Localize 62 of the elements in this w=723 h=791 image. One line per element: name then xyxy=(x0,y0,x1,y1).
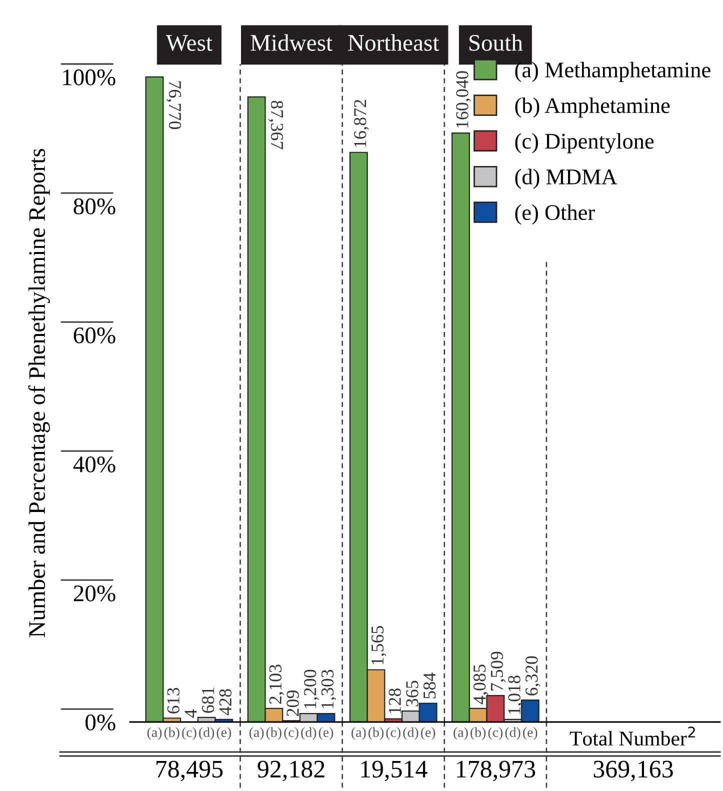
text: (e) xyxy=(420,727,436,740)
annotation: 16,872 xyxy=(354,100,369,147)
text: 178,973 xyxy=(457,760,536,782)
text: (d) xyxy=(301,727,316,740)
text: (d) xyxy=(505,727,520,740)
text: 78,495 xyxy=(156,760,223,782)
x-tick-label: West xyxy=(166,35,212,51)
y-axis-title: Number and Percentage of Phenethylamine Reports xyxy=(28,148,50,638)
annotation: 87,367 xyxy=(268,100,284,150)
annotation: 613 xyxy=(167,688,180,714)
annotation: 584 xyxy=(423,672,436,698)
y-tick-label: 60% xyxy=(74,327,116,344)
x-tick-label: Northeast xyxy=(348,34,440,51)
x-tick-label: South xyxy=(469,34,523,51)
text: (b) xyxy=(368,727,384,740)
text: (b) xyxy=(164,727,180,740)
annotation: 209 xyxy=(286,690,299,716)
legend-label: (b) Amphetamine xyxy=(515,97,670,118)
text: (d) xyxy=(403,727,418,740)
text: 92,182 xyxy=(258,760,324,782)
legend-label: (a) Methamphetamine xyxy=(515,62,710,82)
text: (d) xyxy=(199,727,214,740)
text: Total Number$^{2}$ xyxy=(570,726,695,746)
text: (a) xyxy=(249,727,264,740)
text: (b) xyxy=(266,727,282,740)
y-tick-label: 80% xyxy=(74,198,116,214)
annotation: 1,303 xyxy=(321,670,336,708)
y-tick-label: 100% xyxy=(63,69,116,86)
text: 19,514 xyxy=(361,760,428,782)
annotation: 4 xyxy=(184,709,197,718)
annotation: 2,103 xyxy=(269,664,284,704)
text: (e) xyxy=(318,727,334,740)
annotation: 1,018 xyxy=(508,676,523,714)
annotation: 1,565 xyxy=(371,626,386,664)
text: (c) xyxy=(182,727,196,740)
legend-label: (e) Other xyxy=(515,204,595,225)
annotation: 1,200 xyxy=(304,670,319,708)
annotation: 7,509 xyxy=(490,652,506,690)
text: (e) xyxy=(216,727,232,740)
annotation: 128 xyxy=(388,688,401,714)
annotation: 4,085 xyxy=(473,664,488,704)
legend-label: (d) MDMA xyxy=(515,168,618,189)
text: 369,163 xyxy=(594,760,673,782)
y-tick-label: 20% xyxy=(74,585,116,602)
annotation: 6,320 xyxy=(526,656,540,696)
text: (a) xyxy=(454,727,468,740)
text: (b) xyxy=(470,727,486,740)
annotation: 365 xyxy=(406,680,418,706)
annotation: 681 xyxy=(202,688,214,713)
annotation: 428 xyxy=(219,689,232,716)
text: (e) xyxy=(523,727,538,740)
annotation: 160,040 xyxy=(456,71,471,128)
legend-label: (c) Dipentylone xyxy=(515,133,654,154)
x-tick-label: Midwest xyxy=(250,34,332,51)
y-tick-label: 0% xyxy=(86,714,116,730)
text: (c) xyxy=(488,727,503,740)
y-tick-label: 40% xyxy=(73,456,116,472)
text: (c) xyxy=(386,727,400,740)
text: (a) xyxy=(147,727,162,740)
text: (a) xyxy=(352,727,366,740)
annotation: 76,770 xyxy=(166,81,182,130)
text: (c) xyxy=(284,727,298,740)
